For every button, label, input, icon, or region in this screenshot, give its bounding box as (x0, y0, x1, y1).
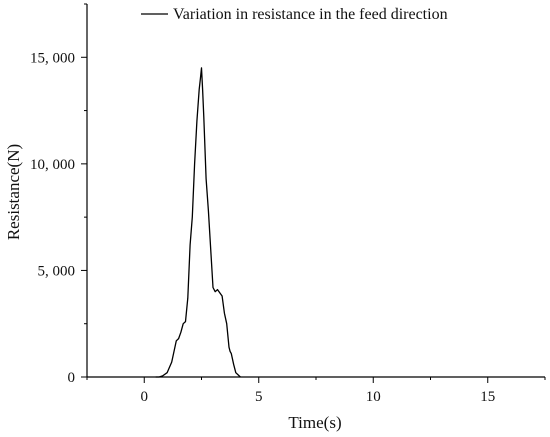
series-line (155, 67, 241, 378)
x-tick-label: 5 (255, 389, 263, 405)
x-tick-label: 15 (480, 389, 495, 405)
y-axis-title: Resistance(N) (4, 144, 23, 240)
axes (86, 4, 545, 378)
x-tick-label: 0 (141, 389, 149, 405)
x-tick-label: 10 (366, 389, 381, 405)
legend: Variation in resistance in the feed dire… (141, 6, 448, 23)
y-tick-label: 5, 000 (38, 263, 76, 279)
legend-label: Variation in resistance in the feed dire… (173, 6, 448, 23)
axis-ticks: 0 5 10 15 0 5, 000 10, 000 15, 000 (30, 3, 546, 405)
y-tick-label: 0 (68, 370, 76, 386)
series-layer (155, 67, 241, 378)
y-tick-label: 15, 000 (30, 50, 75, 66)
x-axis-title: Time(s) (288, 413, 341, 432)
y-tick-label: 10, 000 (30, 157, 75, 173)
